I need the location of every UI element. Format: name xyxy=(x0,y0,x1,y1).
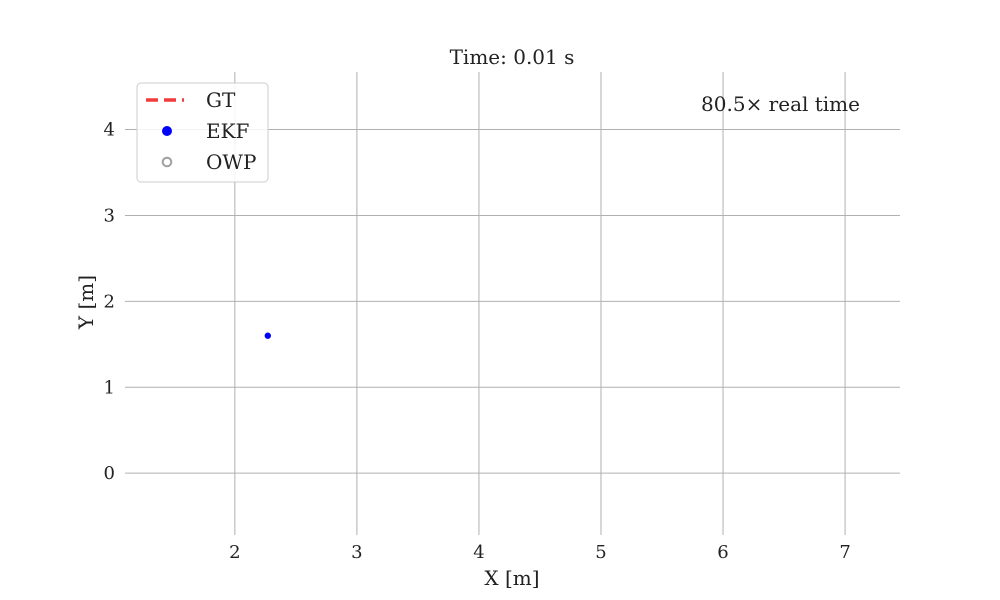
y-axis-label: Y [m] xyxy=(74,275,98,330)
ekf-point xyxy=(264,332,271,339)
y-tick-label: 0 xyxy=(104,463,115,484)
x-tick-label: 5 xyxy=(595,542,606,563)
chart-title: Time: 0.01 s xyxy=(450,45,575,69)
y-tick-label: 2 xyxy=(104,291,115,312)
x-tick-label: 6 xyxy=(717,542,728,563)
x-tick-label: 4 xyxy=(473,542,484,563)
speed-annotation: 80.5× real time xyxy=(701,92,860,116)
legend-owp-swatch xyxy=(161,156,173,168)
legend-owp-label: OWP xyxy=(206,150,256,174)
y-tick-label: 4 xyxy=(104,120,115,141)
legend-ekf-label: EKF xyxy=(206,119,250,143)
y-tick-label: 3 xyxy=(104,205,115,226)
legend-ekf-swatch xyxy=(162,126,172,136)
data-points xyxy=(264,332,271,339)
x-tick-label: 2 xyxy=(229,542,240,563)
legend-frame xyxy=(136,82,269,183)
x-ticks: 2 3 4 5 6 7 xyxy=(229,542,851,563)
x-axis-label: X [m] xyxy=(484,566,539,590)
y-tick-label: 1 xyxy=(104,377,115,398)
x-tick-label: 3 xyxy=(351,542,362,563)
x-tick-label: 7 xyxy=(839,542,850,563)
legend-gt-label: GT xyxy=(206,88,236,112)
legend: GT EKF OWP xyxy=(136,82,269,183)
y-ticks: 0 1 2 3 4 xyxy=(104,120,115,485)
